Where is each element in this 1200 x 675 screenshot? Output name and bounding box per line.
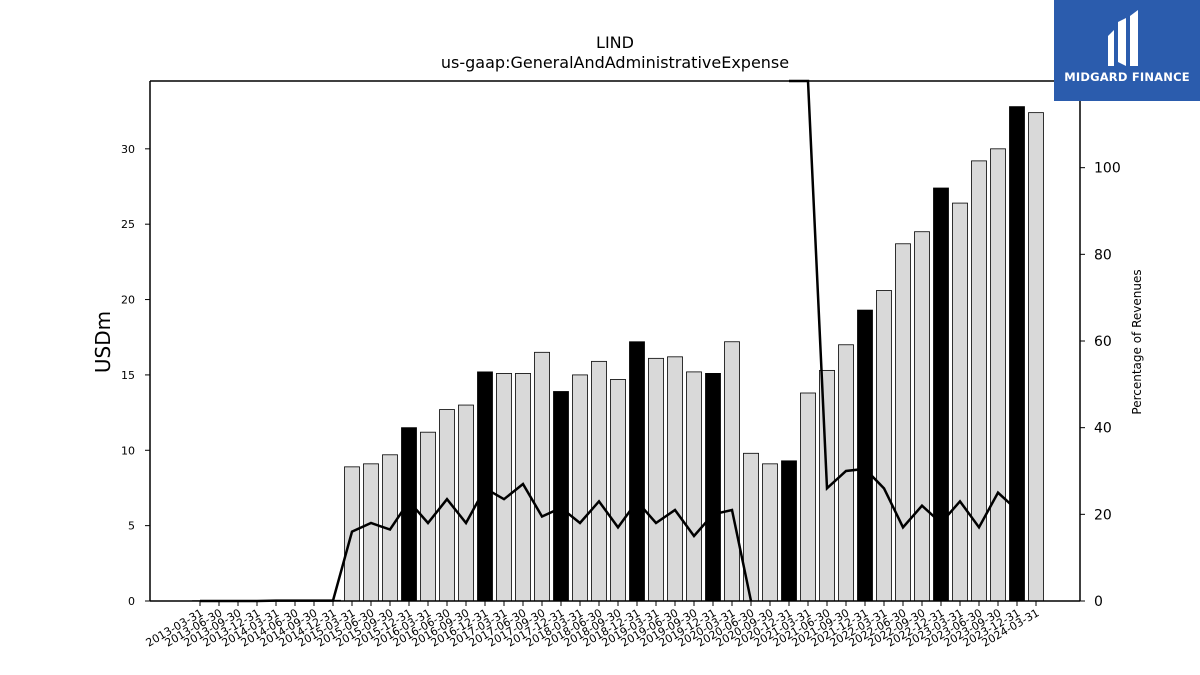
bar [477,371,493,602]
chart-subtitle: us-gaap:GeneralAndAdministrativeExpense [441,53,789,72]
bar [857,309,873,602]
bar [705,373,721,602]
bar [667,356,683,602]
logo-icon [1108,10,1138,66]
y-axis-label: USDm [91,311,115,373]
percentage-line [200,79,1018,603]
bar [952,202,968,602]
bar [762,463,778,602]
bar [1009,106,1025,602]
bar [572,374,588,602]
y-tick-label: 5 [128,520,135,533]
y2-tick-label: 20 [1094,507,1112,523]
y-tick-label: 25 [121,218,135,231]
y-tick-label: 15 [121,369,135,382]
bar [990,148,1006,602]
x-ticks-group: 2013-03-312013-06-302013-09-302013-12-31… [144,601,1042,650]
bar [553,391,569,602]
bar [591,360,607,602]
y2-ticks-group: 0 20 40 60 80 100 [1080,161,1121,610]
bar [401,427,417,602]
bar [895,243,911,602]
bar [781,460,797,602]
y2-tick-label: 60 [1094,334,1112,350]
bar [876,290,892,602]
y-tick-label: 0 [128,595,135,608]
y-tick-label: 30 [121,143,135,156]
bar [496,373,512,602]
bar [724,341,740,602]
line-group [200,79,1018,603]
bar [838,344,854,602]
bars-group [192,106,1044,602]
y-tick-label: 10 [121,444,135,457]
bar [648,357,664,602]
y2-tick-label: 0 [1094,594,1103,610]
bar [534,351,550,602]
bar [971,160,987,602]
bar [363,463,379,602]
y2-tick-label: 80 [1094,247,1112,263]
bar [1028,112,1044,602]
logo-text: MIDGARD FINANCE [1064,70,1190,84]
bar [800,392,816,602]
bar [629,341,645,602]
y2-tick-label: 40 [1094,421,1112,437]
chart-title: LIND [596,33,634,52]
y2-axis-label: Percentage of Revenues [1130,269,1144,414]
y2-tick-label: 100 [1094,161,1121,177]
bar [458,404,474,602]
bar [914,231,930,602]
y-tick-label: 20 [121,294,135,307]
bar [686,371,702,602]
bar [933,187,949,602]
y-ticks-group: 0 5 10 15 20 25 30 [121,143,150,608]
brand-logo: MIDGARD FINANCE [1054,0,1200,101]
bar [610,379,626,602]
